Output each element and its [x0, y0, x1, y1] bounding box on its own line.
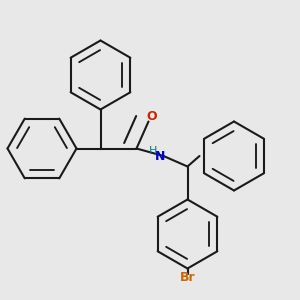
- Text: Br: Br: [180, 271, 195, 284]
- Text: N: N: [155, 149, 166, 163]
- Text: O: O: [146, 110, 157, 124]
- Text: H: H: [149, 146, 157, 157]
